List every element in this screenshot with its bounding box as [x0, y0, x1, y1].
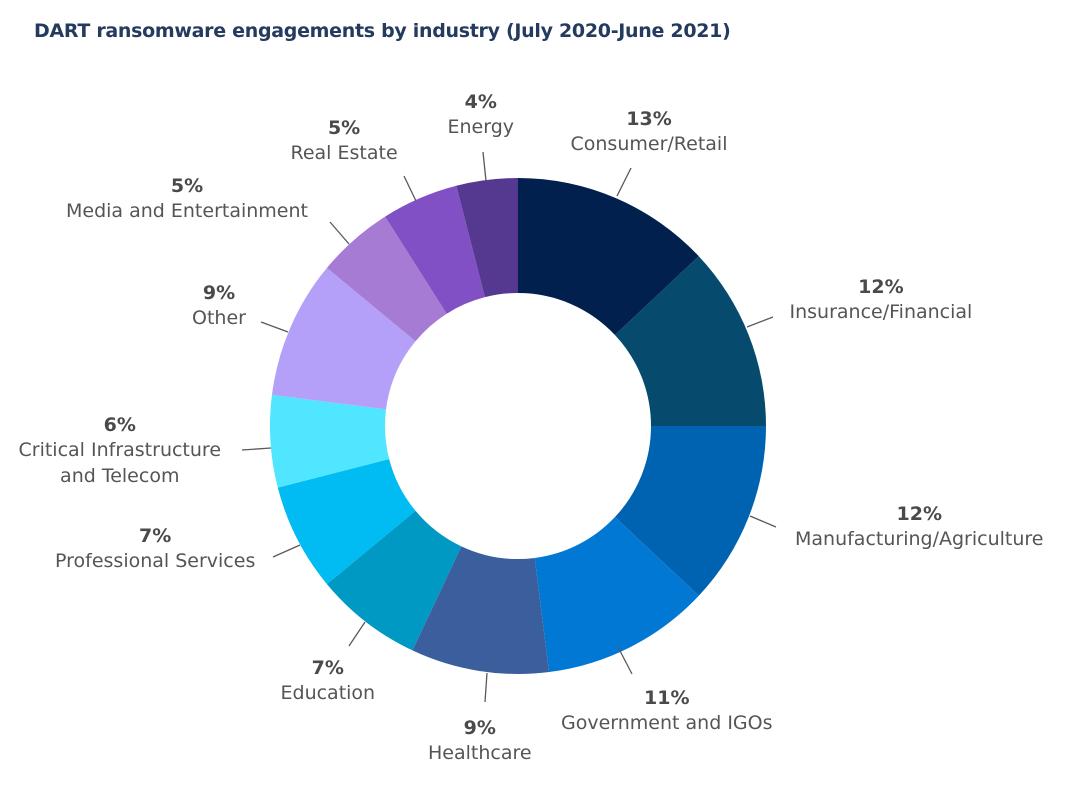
slice-name: Other [192, 307, 246, 329]
slice-percent: 5% [170, 175, 204, 197]
slice-name: Government and IGOs [561, 712, 773, 734]
slice-critical-infrastructure-and-telecom [270, 394, 390, 488]
leader-line [329, 221, 350, 245]
leader-line [484, 672, 488, 703]
slice-label: 11% Government and IGOs [561, 686, 773, 736]
leader-line [403, 175, 417, 202]
slice-percent: 12% [896, 503, 942, 525]
leader-line [482, 151, 487, 182]
leader-line [749, 515, 777, 528]
slice-energy [456, 178, 518, 298]
slice-label: 9% Other [192, 281, 246, 331]
slice-name: Professional Services [55, 550, 256, 572]
slice-label: 7% Education [281, 656, 376, 706]
slice-label: 9% Healthcare [428, 716, 532, 766]
slice-percent: 9% [202, 282, 236, 304]
slice-label: 4% Energy [448, 90, 515, 140]
chart-title: DART ransomware engagements by industry … [34, 20, 731, 42]
slice-name: Manufacturing/Agriculture [795, 528, 1044, 550]
slice-label: 7% Professional Services [55, 524, 255, 574]
slice-percent: 11% [644, 687, 690, 709]
slice-name: Education [280, 682, 376, 704]
slice-name: Healthcare [428, 742, 532, 764]
leader-line [272, 544, 301, 558]
slice-label: 5% Media and Entertainment [66, 174, 308, 224]
leader-line [348, 621, 366, 647]
slice-insurance-financial [614, 256, 766, 426]
slice-other [271, 267, 416, 410]
slice-name: Critical Infrastructure [18, 439, 222, 461]
slice-manufacturing-agriculture [614, 426, 766, 596]
slice-media-and-entertainment [326, 216, 447, 342]
slice-percent: 7% [311, 657, 344, 679]
slice-label: 12% Insurance/Financial [790, 275, 973, 325]
slice-label: 6% Critical Infrastructure and Telecom [19, 413, 222, 489]
slice-name: Insurance/Financial [789, 301, 973, 323]
slice-name: and Telecom [60, 465, 180, 487]
leader-line [617, 646, 633, 675]
slice-percent: 12% [858, 276, 904, 298]
slice-education [326, 510, 462, 651]
slice-percent: 13% [626, 108, 672, 130]
leader-line [616, 167, 632, 197]
slice-name: Consumer/Retail [570, 133, 728, 155]
slice-government-and-igos [534, 517, 699, 673]
slice-name: Real Estate [290, 142, 398, 164]
slice-percent: 5% [327, 117, 361, 139]
leader-line [241, 447, 272, 451]
leader-line [746, 316, 774, 328]
slice-name: Media and Entertainment [66, 200, 308, 222]
slice-consumer-retail [518, 178, 699, 335]
slice-percent: 6% [103, 414, 136, 436]
leader-line [260, 321, 289, 333]
slice-healthcare [412, 546, 550, 674]
slice-percent: 7% [139, 525, 172, 547]
slice-name: Energy [447, 116, 515, 138]
slice-label: 5% Real Estate [291, 116, 398, 166]
slice-label: 13% Consumer/Retail [571, 107, 728, 157]
slice-percent: 9% [463, 717, 496, 739]
slice-label: 12% Manufacturing/Agriculture [795, 502, 1043, 552]
slice-professional-services [277, 459, 416, 585]
slice-percent: 4% [464, 91, 497, 113]
slice-real-estate [385, 185, 485, 314]
